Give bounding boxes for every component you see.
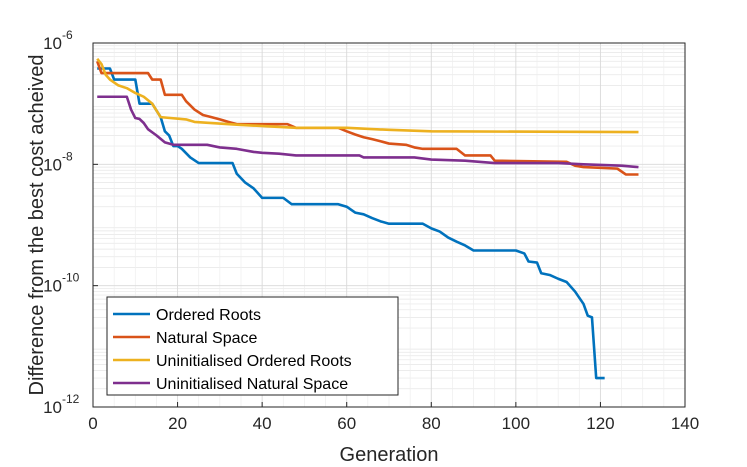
legend-item: Ordered Roots — [113, 307, 261, 324]
x-tick-label: 100 — [502, 414, 530, 433]
y-tick-exponent: -6 — [62, 28, 73, 42]
legend-label: Uninitialised Ordered Roots — [156, 353, 352, 370]
x-tick-label: 140 — [671, 414, 699, 433]
y-tick-label: 10 -8 — [43, 149, 73, 174]
series-line-1 — [97, 67, 605, 380]
legend-label: Ordered Roots — [156, 307, 261, 324]
x-tick-label: 60 — [337, 414, 356, 433]
legend: Ordered Roots Natural Space Uninitialised … — [106, 296, 399, 396]
axes-box — [92, 42, 686, 408]
y-tick-label: 10 -6 — [43, 28, 73, 53]
legend-label: Uninitialised Natural Space — [156, 376, 348, 393]
y-axis-label: Difference from the best cost acheived — [26, 55, 48, 396]
legend-item: Uninitialised Ordered Roots — [113, 353, 352, 370]
y-tick-base: 10 — [43, 34, 62, 53]
y-tick-base: 10 — [43, 277, 62, 296]
y-tick-base: 10 — [43, 398, 62, 417]
y-tick-label: 10 -12 — [43, 392, 80, 417]
x-tick-label: 40 — [253, 414, 272, 433]
legend-box — [106, 296, 399, 396]
x-tick-label: 120 — [586, 414, 614, 433]
series-line-4 — [97, 95, 639, 169]
x-tick-label: 20 — [168, 414, 187, 433]
legend-item: Natural Space — [113, 330, 257, 347]
legend-label: Natural Space — [156, 330, 257, 347]
x-axis-label: Generation — [340, 444, 439, 466]
x-tick-label: 80 — [422, 414, 441, 433]
series-line-2 — [96, 60, 639, 176]
ticks — [92, 42, 686, 408]
y-tick-exponent: -10 — [62, 271, 80, 285]
y-tick-exponent: -12 — [62, 392, 80, 406]
legend-item: Uninitialised Natural Space — [113, 376, 348, 393]
y-tick-exponent: -8 — [62, 149, 73, 163]
series-layer — [96, 57, 639, 380]
x-tick-label: 0 — [88, 414, 97, 433]
x-tick-labels: 0 20 40 60 80 100 120 140 — [88, 414, 699, 433]
y-tick-base: 10 — [43, 155, 62, 174]
y-tick-label: 10 -10 — [43, 271, 80, 296]
series-line-3 — [96, 57, 639, 134]
